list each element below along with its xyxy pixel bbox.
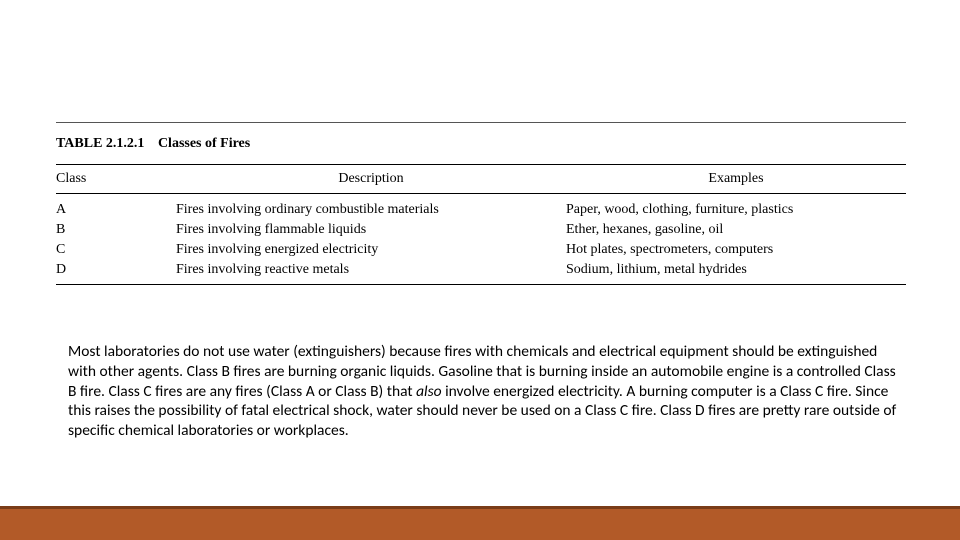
slide-page: TABLE 2.1.2.1 Classes of Fires Class Des… bbox=[0, 0, 960, 540]
fire-classes-table: Class Description Examples A Fires invol… bbox=[56, 164, 906, 285]
table-col-class: Class bbox=[56, 165, 176, 194]
table-caption-number: TABLE 2.1.2.1 bbox=[56, 136, 144, 151]
table-row: C Fires involving energized electricity … bbox=[56, 240, 906, 260]
table-header-row: Class Description Examples bbox=[56, 165, 906, 194]
cell-ex: Paper, wood, clothing, furniture, plasti… bbox=[566, 194, 906, 221]
cell-ex: Hot plates, spectrometers, computers bbox=[566, 240, 906, 260]
footer-bar bbox=[0, 506, 960, 540]
top-divider bbox=[56, 122, 906, 123]
paragraph-italic-also: also bbox=[416, 382, 442, 401]
cell-ex: Ether, hexanes, gasoline, oil bbox=[566, 220, 906, 240]
table-caption: TABLE 2.1.2.1 Classes of Fires bbox=[56, 136, 250, 152]
cell-desc: Fires involving reactive metals bbox=[176, 260, 566, 285]
cell-ex: Sodium, lithium, metal hydrides bbox=[566, 260, 906, 285]
cell-desc: Fires involving ordinary combustible mat… bbox=[176, 194, 566, 221]
cell-class: B bbox=[56, 220, 176, 240]
cell-desc: Fires involving energized electricity bbox=[176, 240, 566, 260]
cell-class: A bbox=[56, 194, 176, 221]
table-col-description: Description bbox=[176, 165, 566, 194]
cell-desc: Fires involving flammable liquids bbox=[176, 220, 566, 240]
cell-class: C bbox=[56, 240, 176, 260]
table-row: A Fires involving ordinary combustible m… bbox=[56, 194, 906, 221]
table-row: D Fires involving reactive metals Sodium… bbox=[56, 260, 906, 285]
body-paragraph: Most laboratories do not use water (exti… bbox=[68, 342, 898, 441]
table-caption-title: Classes of Fires bbox=[158, 136, 250, 151]
table-col-examples: Examples bbox=[566, 165, 906, 194]
table-row: B Fires involving flammable liquids Ethe… bbox=[56, 220, 906, 240]
cell-class: D bbox=[56, 260, 176, 285]
